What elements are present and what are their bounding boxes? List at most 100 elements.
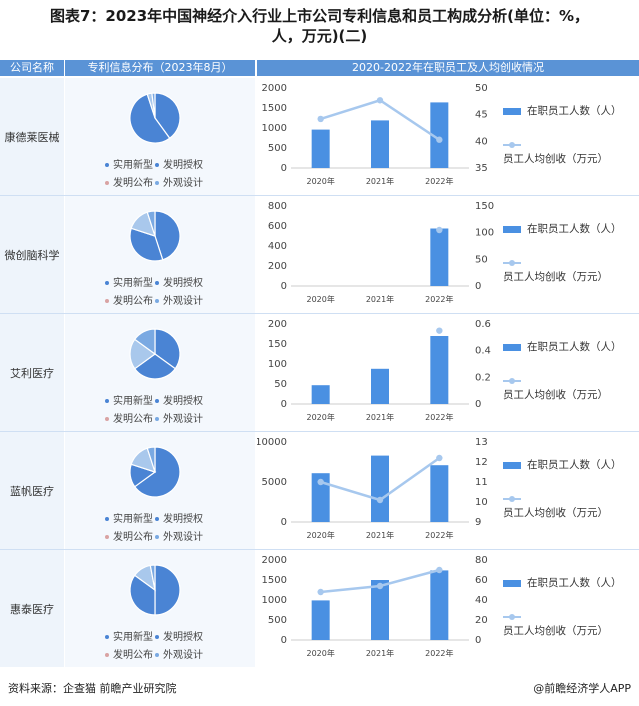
pie-slice-design [149,564,156,591]
header-company: 公司名称 [0,60,64,76]
bar-staff-count [430,570,449,640]
brand-credit: @前瞻经济学人APP [533,682,631,695]
legend-item-published: 发明公布 [105,410,153,425]
legend-dot-icon [155,399,159,403]
legend-item-staff: 在职员工人数（人） [503,222,629,236]
x-tick-label: 2021年 [366,648,394,658]
legend-item-revenue: 员工人均创收（万元） [503,256,629,284]
legend-item-design: 外观设计 [155,174,203,189]
y-right-tick-label: 60 [475,575,488,586]
y-right-tick-label: 0.6 [475,319,491,330]
x-tick-label: 2022年 [425,530,453,540]
pie-slice-design [133,328,156,356]
legend-item-granted: 发明授权 [155,628,203,643]
y-left-tick-label: 600 [268,221,287,232]
y-left-tick-label: 200 [268,261,287,272]
company-name: 微创脑科学 [0,196,64,313]
line-point [376,97,384,104]
pie-slice-utility [154,92,181,140]
line-point [436,454,443,462]
legend-dot-icon [155,535,159,539]
patent-pie [129,446,181,498]
legend-dot-icon [105,535,109,539]
legend-bar-icon [503,107,521,115]
row-divider [0,549,639,550]
line-point [317,588,324,596]
x-tick-label: 2020年 [306,176,334,186]
header-staff: 2020-2022年在职员工及人均创收情况 [257,60,639,76]
legend-label: 实用新型 [113,278,153,289]
legend-label: 实用新型 [113,160,153,171]
y-left-tick-label: 2000 [262,555,287,566]
y-left-tick-label: 500 [268,143,287,154]
legend-item-staff: 在职员工人数（人） [503,340,629,354]
legend-label: 员工人均创收（万元） [503,271,608,283]
y-left-tick-label: 800 [268,201,287,212]
legend-label: 外观设计 [163,532,203,543]
legend-label: 发明公布 [113,650,153,661]
legend-label: 发明公布 [113,296,153,307]
legend-item-utility: 实用新型 [105,156,153,171]
y-right-tick-label: 150 [475,201,494,212]
source-note: 资料来源：企查猫 前瞻产业研究院 [8,682,177,695]
x-tick-label: 2022年 [425,294,453,304]
legend-label: 外观设计 [163,414,203,425]
bar-staff-count [311,129,330,168]
legend-dot-icon [155,281,159,285]
line-point [376,496,384,504]
header-patent: 专利信息分布（2023年8月） [65,60,255,76]
legend-bar-icon [503,461,521,469]
staff-chart-cell: 0 5000 10000 9 10 11 12 13 2020年 2021年 2022年 在职员工人数… [257,432,639,549]
y-right-tick-label: 35 [475,163,488,174]
y-left-tick-label: 1500 [262,575,287,586]
legend-item-revenue: 员工人均创收（万元） [503,374,629,402]
y-left-tick-label: 150 [268,339,287,350]
legend-label: 发明公布 [113,414,153,425]
patent-pie-cell: 实用新型 发明授权 发明公布 外观设计 [65,78,255,195]
bar-staff-count [371,580,389,640]
legend-label: 员工人均创收（万元） [503,625,608,637]
patent-pie-cell: 实用新型 发明授权 发明公布 外观设计 [65,314,255,431]
pie-slice-utility [133,446,181,498]
legend-line-icon [503,378,521,384]
bar-staff-count [430,336,449,404]
legend-dot-icon [105,281,109,285]
bar-staff-count [430,228,449,286]
y-right-tick-label: 9 [475,517,481,528]
row-divider [0,431,639,432]
company-name: 蓝帆医疗 [0,432,64,549]
legend-label: 在职员工人数（人） [527,577,622,589]
legend-item-published: 发明公布 [105,528,153,543]
y-left-tick-label: 0 [281,163,287,174]
y-right-tick-label: 80 [475,555,488,566]
patent-pie [129,564,181,616]
legend-label: 外观设计 [163,178,203,189]
y-left-tick-label: 10000 [257,437,287,448]
legend-item-granted: 发明授权 [155,392,203,407]
bar-staff-count [311,600,330,640]
y-left-tick-label: 200 [268,319,287,330]
y-left-tick-label: 100 [268,359,287,370]
y-left-tick-label: 0 [281,281,287,292]
y-left-tick-label: 1500 [262,103,287,114]
staff-chart-cell: 0 500 1000 1500 2000 35 40 45 50 2020年 2021年 2022年 在… [257,78,639,195]
legend-label: 员工人均创收（万元） [503,389,608,401]
legend-label: 发明授权 [163,396,203,407]
legend-item-staff: 在职员工人数（人） [503,104,629,118]
legend-item-granted: 发明授权 [155,156,203,171]
legend-label: 发明授权 [163,632,203,643]
staff-chart-cell: 0 200 400 600 800 0 50 100 150 2020年 2021年 2022年 在职员… [257,196,639,313]
legend-bar-icon [503,343,521,351]
legend-item-staff: 在职员工人数（人） [503,458,629,472]
x-tick-label: 2020年 [306,294,334,304]
legend-dot-icon [105,299,109,303]
legend-dot-icon [105,635,109,639]
staff-chart: 0 500 1000 1500 2000 35 40 45 50 2020年 2021年 2022年 [262,83,488,186]
staff-chart: 0 5000 10000 9 10 11 12 13 2020年 2021年 2022年 [257,437,488,540]
legend-dot-icon [155,653,159,657]
legend-item-utility: 实用新型 [105,510,153,525]
legend-dot-icon [105,181,109,185]
legend-dot-icon [155,163,159,167]
legend-line-icon [503,496,521,502]
y-left-tick-label: 400 [268,241,287,252]
